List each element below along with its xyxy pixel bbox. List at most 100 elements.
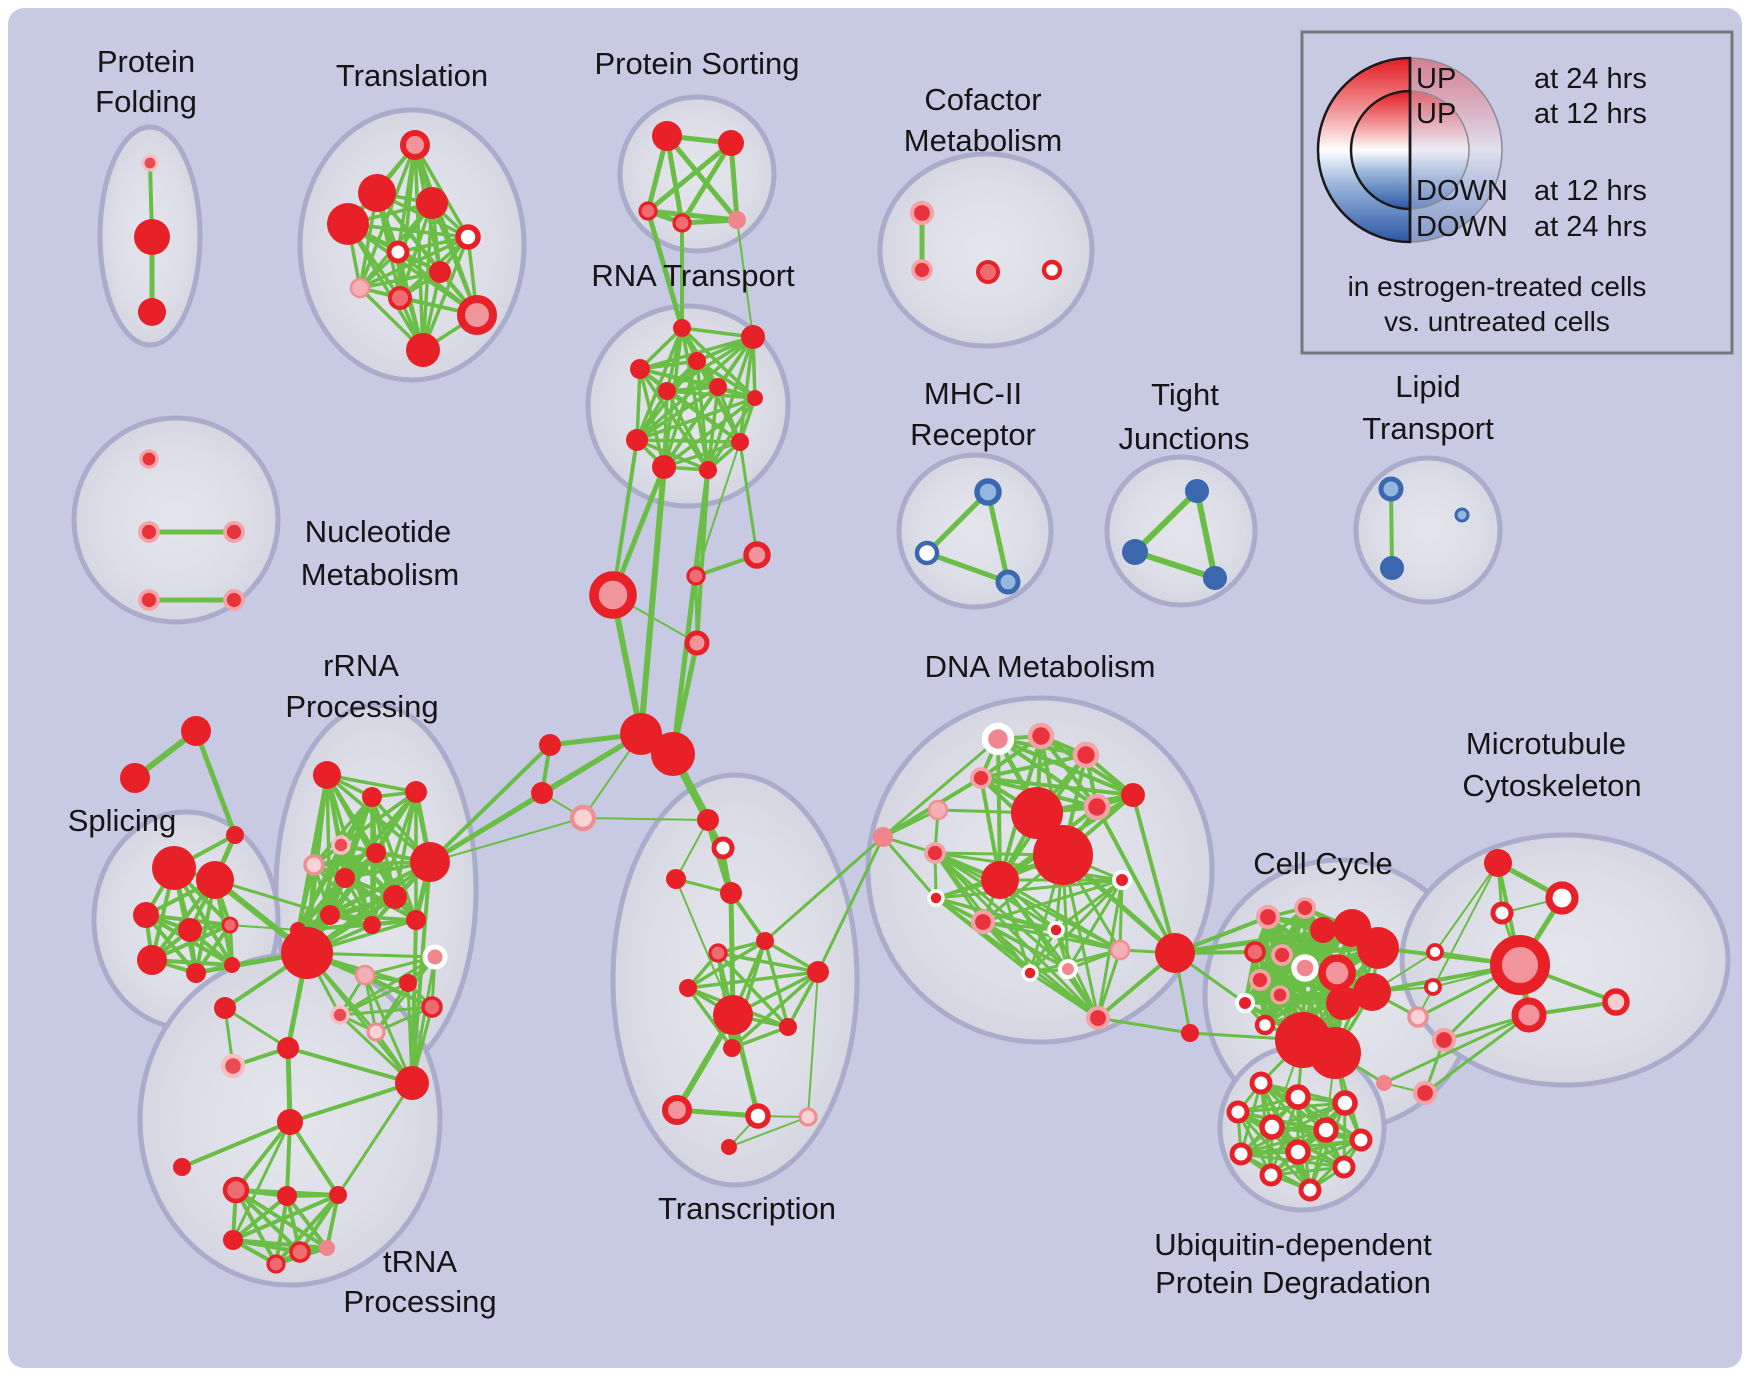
- edge-mt4-mt1: [1434, 862, 1499, 953]
- node-sp3: [133, 902, 159, 928]
- node-c13: [1254, 1014, 1276, 1036]
- node-t5: [455, 224, 481, 250]
- node-u4: [1226, 1100, 1250, 1124]
- edge-d21-d19: [1096, 1016, 1192, 1035]
- node-tj2: [1122, 539, 1148, 565]
- cluster-label-rrna-processing-line2: Processing: [285, 689, 438, 724]
- group-edge-tr8-tr11: [325, 1193, 340, 1250]
- group-edge-t1-t8: [358, 143, 417, 290]
- group-edge-tc7-tc9: [686, 970, 820, 990]
- edge-x1-tr3: [286, 1046, 414, 1085]
- group-edge-tc5-tc10: [716, 951, 790, 1029]
- group-edge-r9-r11: [662, 440, 742, 469]
- edge-tr4-tr5: [180, 1120, 292, 1169]
- node-c6: [1244, 941, 1266, 963]
- node-d4: [970, 767, 992, 789]
- edge-b2-r11: [695, 441, 741, 577]
- cluster-label-translation-line1: Translation: [336, 58, 488, 93]
- node-tc11: [723, 1039, 741, 1057]
- node-sp6: [137, 945, 167, 975]
- node-tr2: [220, 1053, 246, 1079]
- node-b5: [620, 713, 662, 755]
- node-d10: [924, 842, 946, 864]
- edge-tc4-tc8: [728, 890, 736, 1018]
- node-tc6: [756, 932, 774, 950]
- node-c12: [1235, 993, 1255, 1013]
- node-b2: [686, 566, 706, 586]
- group-edge-tr8-tr12: [274, 1193, 340, 1266]
- node-d21: [1181, 1024, 1199, 1042]
- node-sp8: [224, 957, 240, 973]
- node-sp1: [152, 846, 196, 890]
- edge-x1-tr4: [288, 1081, 414, 1124]
- cluster-label-lipid-transport-line1: Lipid: [1395, 369, 1461, 404]
- node-ps4: [672, 213, 692, 233]
- node-tc14: [798, 1107, 818, 1127]
- node-tr6: [222, 1176, 250, 1204]
- cluster-label-tight-junctions-line2: Junctions: [1119, 421, 1250, 456]
- node-d13: [927, 889, 945, 907]
- group-edge-rr9-rr13: [296, 895, 397, 932]
- node-n5: [223, 589, 245, 611]
- legend-time-1: at 24 hrs: [1534, 63, 1647, 95]
- node-s3: [226, 826, 244, 844]
- group-edge-r7-r10: [706, 396, 757, 472]
- legend-direction-3: DOWN: [1416, 175, 1508, 207]
- node-u11: [1332, 1155, 1356, 1179]
- group-edge-d17-d10: [933, 851, 1070, 971]
- node-d18: [1109, 939, 1131, 961]
- node-c10: [1249, 969, 1271, 991]
- edge-tr4-tr9: [231, 1120, 292, 1242]
- node-t4: [416, 187, 448, 219]
- cluster-label-mhc-ii-receptor-line1: MHC-II: [924, 376, 1022, 411]
- node-rr11: [363, 916, 381, 934]
- node-d7: [1083, 793, 1111, 821]
- node-mt11: [1412, 1080, 1438, 1106]
- node-u12: [1298, 1178, 1322, 1202]
- node-mh3: [995, 569, 1021, 595]
- node-rr20: [366, 1022, 386, 1042]
- node-d15: [1047, 921, 1065, 939]
- node-cf1: [909, 200, 935, 226]
- node-tr9: [223, 1230, 243, 1250]
- node-c11: [1270, 985, 1290, 1005]
- edge-tc9-tc14: [807, 971, 819, 1118]
- cluster-lipid-transport: [1353, 455, 1503, 605]
- node-d1: [981, 722, 1015, 756]
- node-t11: [406, 333, 440, 367]
- node-mt5: [1490, 935, 1550, 995]
- group-edge-tr7-tr9: [231, 1194, 289, 1242]
- node-tc3: [666, 869, 686, 889]
- edge-mh1-mh2: [924, 489, 991, 556]
- group-edge-tc5-tc9: [716, 951, 820, 974]
- legend-direction-1: UP: [1416, 63, 1456, 95]
- group-edge-d3-d4: [979, 753, 1088, 780]
- node-lp3: [1454, 507, 1470, 523]
- node-sp4: [178, 918, 202, 942]
- node-t3: [327, 203, 369, 245]
- node-n3: [223, 521, 245, 543]
- node-rr15: [399, 974, 417, 992]
- group-edge-tc9-tc11: [730, 970, 820, 1050]
- cluster-label-cell-cycle-line1: Cell Cycle: [1253, 846, 1393, 881]
- node-tc10: [779, 1018, 797, 1036]
- edge-r8-b3: [611, 438, 639, 597]
- node-tr1: [214, 997, 236, 1019]
- node-rr2: [362, 787, 382, 807]
- cluster-label-protein-folding-line2: Folding: [95, 84, 197, 119]
- node-d9: [1033, 825, 1093, 885]
- node-c2: [1294, 897, 1316, 919]
- node-rr12: [406, 910, 426, 930]
- node-lp1: [1378, 476, 1404, 502]
- node-rr9: [383, 885, 407, 909]
- group-edge-d16-d19: [1028, 971, 1100, 1020]
- node-t8: [349, 277, 371, 299]
- edge-b1-r11: [738, 440, 759, 557]
- node-tc15: [721, 1139, 737, 1155]
- cluster-label-protein-folding-line1: Protein: [97, 44, 195, 79]
- node-u8: [1229, 1142, 1253, 1166]
- node-tc7: [679, 979, 697, 997]
- legend-inner-right-half: [1409, 90, 1470, 210]
- cluster-label-mhc-ii-receptor-line2: Receptor: [910, 417, 1036, 452]
